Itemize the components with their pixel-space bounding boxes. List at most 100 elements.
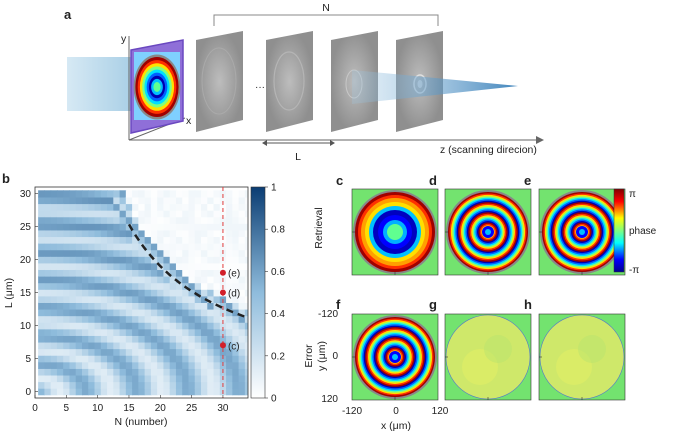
heatmap-cell [44, 368, 52, 376]
heatmap-cell [188, 269, 196, 277]
heatmap-cell [81, 223, 89, 231]
heatmap-cell [213, 335, 221, 343]
phase-ring [485, 229, 491, 235]
heatmap-cell [219, 328, 227, 336]
heatmap-cell [232, 374, 240, 383]
heatmap-cell [182, 256, 190, 264]
heatmap-cell [244, 269, 248, 277]
heatmap-xtick: 15 [123, 403, 135, 414]
heatmap-cell [100, 196, 108, 205]
heatmap-cell [163, 374, 171, 383]
heatmap-cell [163, 196, 171, 205]
heatmap-cell [188, 236, 196, 244]
heatmap-cell [100, 276, 108, 284]
heatmap-cell [157, 236, 165, 244]
heatmap-cell [213, 276, 221, 284]
heatmap-cell [226, 216, 233, 224]
heatmap-cell [232, 302, 240, 310]
heatmap-cell [207, 196, 215, 205]
heatmap-cell [201, 388, 208, 396]
heatmap-cell [150, 315, 158, 323]
heatmap-cell [69, 236, 77, 244]
heatmap-cell [138, 190, 146, 198]
heatmap-cell [63, 249, 71, 257]
heatmap-cell [63, 355, 71, 363]
heatmap-cell [244, 262, 248, 271]
heatmap-cell [157, 302, 165, 310]
error-label: Error [303, 344, 315, 368]
heatmap-cell [125, 236, 133, 244]
heatmap-cell [132, 216, 139, 224]
heatmap-cell [238, 243, 246, 251]
heatmap-cell [94, 276, 102, 284]
heatmap-cell [63, 282, 71, 290]
l-arrow-left [262, 140, 267, 146]
heatmap-cell [63, 216, 71, 224]
heatmap-cell [88, 289, 96, 297]
heatmap-cell [119, 196, 127, 205]
heatmap-cell [169, 289, 177, 297]
heatmap-cell [125, 216, 133, 224]
heatmap-cell [213, 229, 221, 238]
heatmap-cell [81, 282, 89, 290]
heatmap-cell [213, 256, 221, 264]
heatmap-cell [207, 295, 215, 303]
heatmap-cell [138, 262, 146, 271]
heatmap-cell [157, 269, 165, 277]
heatmap-cell [163, 203, 171, 211]
heatmap-cell [44, 262, 52, 271]
heatmap-cell [144, 308, 152, 317]
heatmap-cell [132, 289, 139, 297]
heatmap-cell [119, 355, 127, 363]
heatmap-cell [56, 216, 64, 224]
phase-colorbar [613, 188, 625, 273]
heatmap-cell [113, 282, 121, 290]
heatmap-cell [188, 341, 196, 350]
heatmap-cell [125, 210, 133, 218]
selected-point [219, 342, 226, 349]
heatmap-cell [138, 289, 146, 297]
heatmap-xtick: 10 [92, 403, 104, 414]
heatmap-cell [107, 210, 114, 218]
heatmap-cell [119, 256, 127, 264]
heatmap-cell [100, 223, 108, 231]
heatmap-cell [88, 282, 96, 290]
heatmap-cell [157, 256, 165, 264]
heatmap-cell [150, 355, 158, 363]
heatmap-cell [226, 381, 233, 389]
heatmap-cell [188, 282, 196, 290]
heatmap-cell [107, 302, 114, 310]
heatmap-cell [107, 269, 114, 277]
heatmap-cell [81, 348, 89, 356]
heatmap-cell [157, 276, 165, 284]
heatmap-cell [107, 196, 114, 205]
heatmap-cell [219, 308, 227, 317]
heatmap-cell [100, 381, 108, 389]
heatmap-cell [244, 196, 248, 205]
heatmap-cell [113, 388, 121, 396]
heatmap-cell [100, 269, 108, 277]
heatmap-cell [138, 374, 146, 383]
heatmap-cell [138, 341, 146, 350]
heatmap-cell [38, 210, 45, 218]
selected-point [219, 289, 226, 296]
heatmap-cell [150, 348, 158, 356]
heatmap-cell [63, 368, 71, 376]
heatmap-cell [150, 276, 158, 284]
heatmap-cell [169, 348, 177, 356]
heatmap-cell [163, 322, 171, 330]
heatmap-cell [201, 295, 208, 303]
heatmap-cell [194, 374, 202, 383]
heatmap-cell [100, 289, 108, 297]
heatmap-cell [69, 368, 77, 376]
heatmap-cell [207, 203, 215, 211]
heatmap-cell [188, 374, 196, 383]
heatmap-cell [75, 308, 83, 317]
heatmap-cell [88, 315, 96, 323]
heatmap-cell [226, 341, 233, 350]
heatmap-cell [113, 269, 121, 277]
heatmap-cell [232, 381, 240, 389]
heatmap-cell [226, 256, 233, 264]
heatmap-cell [219, 335, 227, 343]
heatmap-cell [132, 322, 139, 330]
